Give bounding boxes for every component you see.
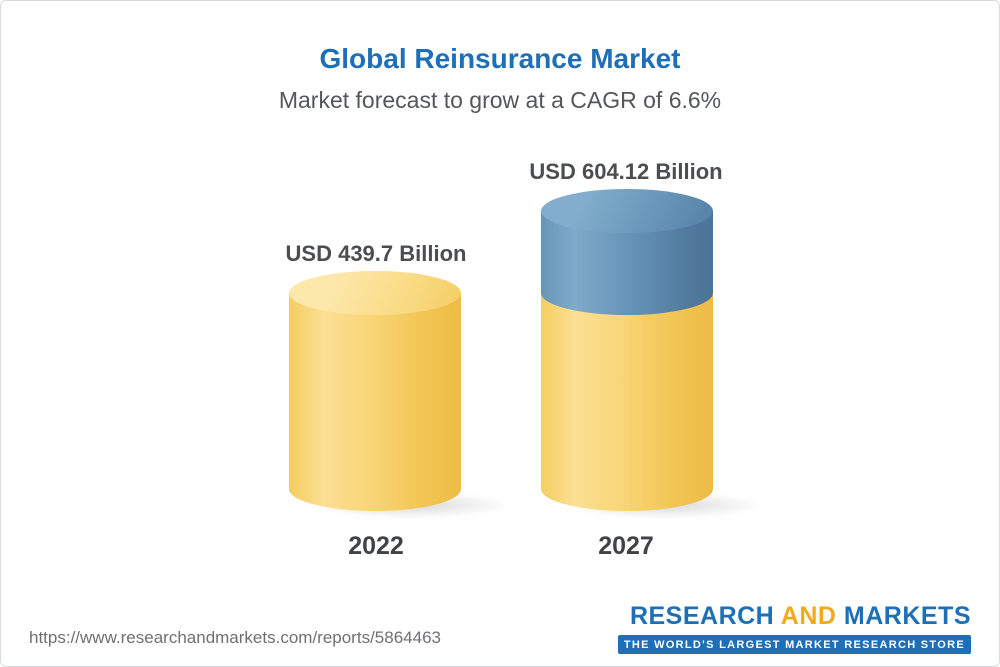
footer: https://www.researchandmarkets.com/repor… [29, 602, 971, 654]
chart-subtitle: Market forecast to grow at a CAGR of 6.6… [278, 87, 722, 113]
value-label-2027: USD 604.12 Billion [529, 159, 723, 184]
logo-tagline: THE WORLD'S LARGEST MARKET RESEARCH STOR… [617, 635, 971, 654]
bar-2027-segment-base [541, 293, 713, 511]
category-label-2022: 2022 [348, 532, 404, 560]
logo-word-research: RESEARCH [629, 602, 775, 630]
logo-word-and: AND [780, 602, 837, 630]
value-label-2022: USD 439.7 Billion [285, 241, 467, 266]
bar-2027 [541, 189, 713, 511]
bar-2022-body [289, 293, 461, 511]
research-and-markets-logo: RESEARCH AND MARKETS THE WORLD'S LARGEST… [617, 602, 971, 654]
bar-2027-top-ellipse [541, 189, 713, 233]
logo-wordmark: RESEARCH AND MARKETS [618, 602, 971, 631]
category-label-2027: 2027 [598, 532, 654, 560]
logo-word-markets: MARKETS [843, 602, 971, 630]
report-url: https://www.researchandmarkets.com/repor… [29, 628, 441, 647]
bar-2022-top-ellipse [289, 271, 461, 315]
bar-2022 [289, 271, 461, 511]
chart-title: Global Reinsurance Market [319, 43, 681, 74]
